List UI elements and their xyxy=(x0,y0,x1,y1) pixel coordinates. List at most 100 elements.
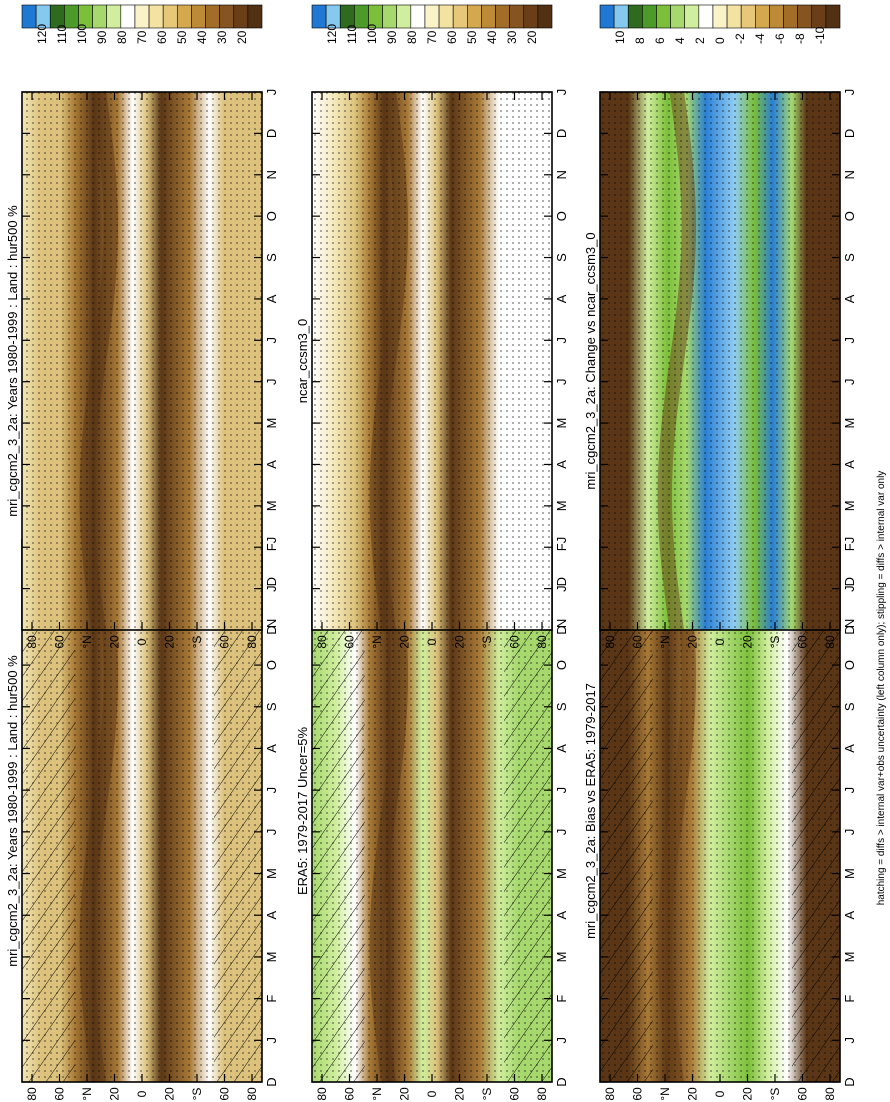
month-tick-label: M xyxy=(842,418,857,429)
lat-tick-label: 80 xyxy=(603,635,617,649)
lat-tick-label: 0 xyxy=(713,1090,727,1097)
colorbar-swatch xyxy=(339,4,355,29)
colorbar-swatch xyxy=(495,4,510,29)
month-tick-label: O xyxy=(842,211,857,221)
lat-tick-label: 80 xyxy=(535,635,549,649)
month-tick-label: A xyxy=(842,744,857,753)
colorbar-swatch xyxy=(642,4,657,29)
lat-tick-label: 0 xyxy=(425,638,439,645)
stippling-overlay xyxy=(22,92,262,630)
month-tick-label: J xyxy=(264,337,279,344)
lat-tick-label: 60 xyxy=(796,1087,810,1101)
colorbar-swatch xyxy=(825,4,841,29)
colorbar-tick-label: 100 xyxy=(75,24,89,44)
colorbar-swatch xyxy=(382,4,398,29)
colorbar-swatch xyxy=(726,4,742,29)
lat-tick-label: 0 xyxy=(135,638,149,645)
month-tick-label: J xyxy=(842,537,857,544)
month-tick-label: N xyxy=(264,170,279,179)
colorbar-tick-label: -6 xyxy=(773,33,787,44)
panel-title: ERA5: 1979-2017 Uncer=5% xyxy=(295,727,310,895)
month-tick-label: S xyxy=(842,253,857,262)
month-tick-label: J xyxy=(264,1037,279,1044)
month-tick-label: J xyxy=(842,829,857,836)
month-tick-label: O xyxy=(264,211,279,221)
month-tick-label: D xyxy=(842,1077,857,1086)
colorbar-tick-label: 110 xyxy=(345,25,359,44)
month-tick-label: N xyxy=(264,619,279,628)
lat-tick-label: 80 xyxy=(315,635,329,649)
month-tick-label: S xyxy=(842,702,857,711)
lat-tick-label: 80 xyxy=(823,1087,837,1101)
month-tick-label: J xyxy=(554,378,569,385)
month-tick-label: F xyxy=(554,995,569,1003)
month-tick-label: J xyxy=(842,89,857,96)
colorbar-tick-label: 70 xyxy=(135,30,149,44)
month-tick-label: J xyxy=(554,89,569,96)
month-tick-label: J xyxy=(264,378,279,385)
colorbar-swatch xyxy=(613,4,629,29)
month-tick-label: D xyxy=(554,577,569,586)
colorbar-tick-label: 40 xyxy=(195,30,209,44)
lat-tick-label: 20 xyxy=(163,1087,177,1101)
month-tick-label: M xyxy=(554,952,569,963)
lat-tick-label: 20 xyxy=(453,1087,467,1101)
lat-tick-label: 80 xyxy=(25,635,39,649)
month-tick-label: J xyxy=(554,829,569,836)
month-tick-label: A xyxy=(554,911,569,920)
lat-tick-label: °S xyxy=(768,1088,782,1101)
colorbar-tick-label: 20 xyxy=(525,30,539,44)
colorbar-swatch xyxy=(452,4,468,29)
panel-title: ncar_ccsm3_0 xyxy=(295,319,310,404)
month-tick-label: S xyxy=(554,253,569,262)
colorbar-tick-label: 30 xyxy=(505,30,519,44)
lat-tick-label: 80 xyxy=(245,1087,259,1101)
lat-tick-label: 80 xyxy=(25,1087,39,1101)
lat-tick-label: °N xyxy=(80,1087,94,1100)
month-tick-label: M xyxy=(554,868,569,879)
month-tick-label: F xyxy=(264,995,279,1003)
colorbar-swatch xyxy=(311,4,327,29)
month-tick-label: D xyxy=(842,625,857,634)
lat-tick-label: 60 xyxy=(796,635,810,649)
colorbar-swatch xyxy=(438,4,454,29)
lat-tick-label: °S xyxy=(480,1088,494,1101)
colorbar-swatch xyxy=(769,4,784,29)
month-tick-label: J xyxy=(264,585,279,592)
colorbar-swatch xyxy=(106,4,122,29)
lat-tick-label: 60 xyxy=(218,635,232,649)
lat-tick-label: °N xyxy=(658,635,672,648)
month-tick-label: J xyxy=(842,378,857,385)
colorbar-swatch xyxy=(684,4,700,29)
month-tick-label: J xyxy=(554,787,569,794)
lat-tick-label: 60 xyxy=(218,1087,232,1101)
lat-tick-label: 20 xyxy=(686,635,700,649)
colorbar-swatch xyxy=(396,4,412,29)
colorbar-tick-label: 60 xyxy=(155,30,169,44)
month-tick-label: O xyxy=(264,660,279,670)
lat-tick-label: °S xyxy=(480,636,494,649)
colorbar-swatch xyxy=(712,4,728,29)
month-tick-label: J xyxy=(554,537,569,544)
lat-tick-label: 20 xyxy=(108,635,122,649)
lat-tick-label: 20 xyxy=(453,635,467,649)
colorbar-swatch xyxy=(783,4,798,29)
month-tick-label: M xyxy=(264,500,279,511)
colorbar-swatch xyxy=(698,4,714,29)
colorbar-swatch xyxy=(233,4,249,29)
month-tick-label: M xyxy=(554,418,569,429)
colorbar-swatch xyxy=(162,4,178,29)
month-tick-label: J xyxy=(842,337,857,344)
lat-tick-label: 0 xyxy=(425,1090,439,1097)
colorbar-tick-label: 40 xyxy=(485,30,499,44)
lat-tick-label: 20 xyxy=(163,635,177,649)
month-tick-label: F xyxy=(842,995,857,1003)
lat-tick-label: 60 xyxy=(343,635,357,649)
colorbar-tick-label: -4 xyxy=(753,33,767,44)
month-tick-label: J xyxy=(842,787,857,794)
month-tick-label: A xyxy=(842,460,857,469)
month-tick-label: O xyxy=(842,660,857,670)
month-tick-label: D xyxy=(554,129,569,138)
